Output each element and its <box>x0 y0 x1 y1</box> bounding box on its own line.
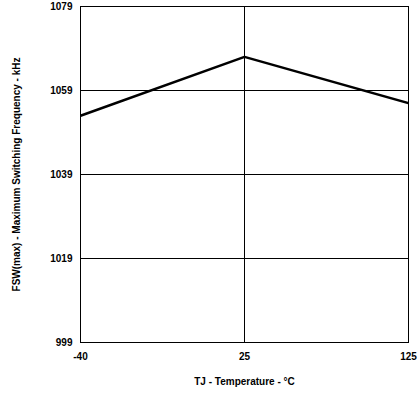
svg-text:1079: 1079 <box>50 1 73 12</box>
svg-text:125: 125 <box>400 351 417 362</box>
svg-text:-40: -40 <box>73 351 88 362</box>
svg-text:999: 999 <box>56 337 73 348</box>
svg-text:TJ - Temperature - °C: TJ - Temperature - °C <box>194 376 295 387</box>
svg-text:25: 25 <box>239 351 251 362</box>
svg-text:1059: 1059 <box>50 85 73 96</box>
svg-text:1019: 1019 <box>50 253 73 264</box>
svg-text:FSW(max) - Maximum Switching F: FSW(max) - Maximum Switching Frequency -… <box>11 58 22 292</box>
svg-text:1039: 1039 <box>50 169 73 180</box>
